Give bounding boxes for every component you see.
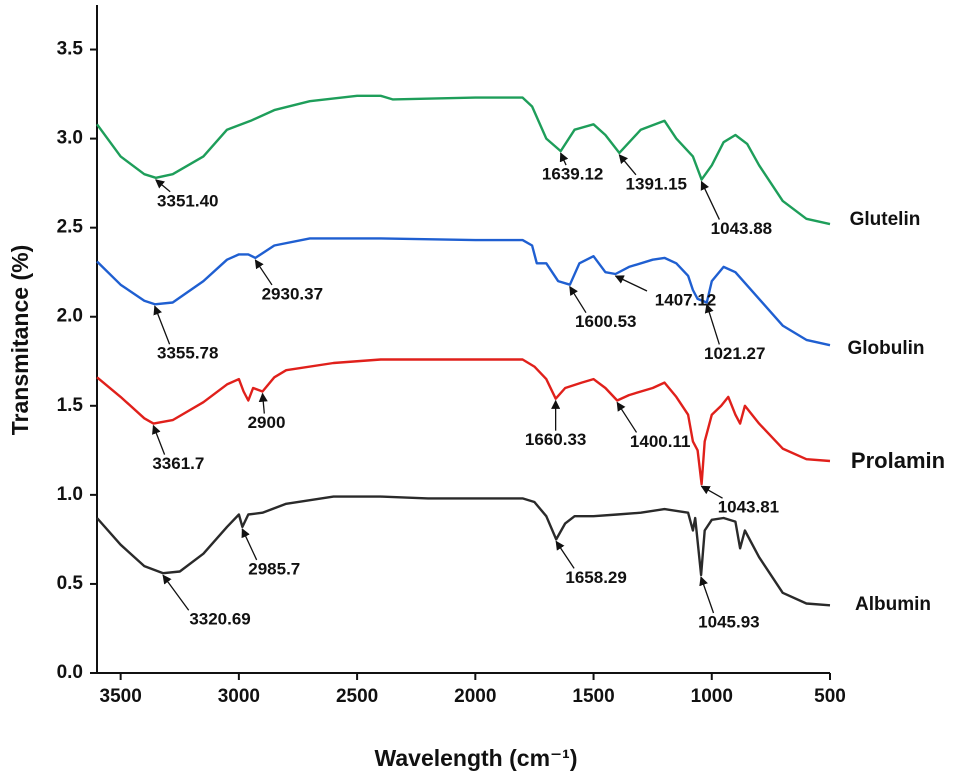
annotation-label: 1391.15 [626, 174, 687, 193]
annotation-label: 2930.37 [262, 284, 323, 303]
x-tick-label: 500 [814, 686, 846, 707]
annotation-label: 2985.7 [248, 559, 300, 578]
series-line [96, 495, 831, 607]
annotation-label: 3351.40 [157, 191, 218, 210]
annotation-arrow [258, 392, 268, 414]
annotation-label: 1639.12 [542, 165, 603, 184]
annotation-label: 1660.33 [525, 430, 586, 449]
annotation-label: 1407.12 [655, 290, 716, 309]
annotation-label: 3361.7 [152, 454, 204, 473]
y-tick-label: 3.0 [57, 128, 83, 149]
annotation-label: 2900 [248, 413, 286, 432]
y-tick-label: 2.5 [57, 217, 84, 238]
series-line [96, 358, 831, 486]
x-tick-label: 3000 [218, 686, 260, 707]
series-label: Albumin [855, 594, 931, 615]
x-tick-label: 1500 [572, 686, 614, 707]
series-line [96, 237, 831, 347]
annotation-arrow [555, 540, 575, 569]
annotation-arrow [155, 179, 171, 193]
annotation-label: 1045.93 [698, 613, 759, 632]
annotation-arrow [153, 305, 171, 345]
y-tick-label: 3.5 [57, 39, 84, 60]
annotation-arrow [618, 154, 637, 176]
annotation-arrow [241, 528, 258, 561]
x-tick-label: 2000 [454, 686, 496, 707]
series-line [96, 94, 831, 226]
x-tick-label: 2500 [336, 686, 378, 707]
annotation-arrow [162, 574, 190, 611]
annotation-arrow [700, 180, 720, 220]
annotation-arrow [616, 401, 638, 433]
annotation-label: 3355.78 [157, 344, 218, 363]
annotation-arrow [254, 259, 273, 286]
annotation-label: 1021.27 [704, 344, 765, 363]
annotation-label: 1400.11 [630, 432, 691, 451]
annotation-arrow [559, 152, 569, 166]
y-tick-label: 1.0 [57, 484, 83, 505]
annotation-label: 3320.69 [189, 610, 250, 629]
annotation-label: 1658.29 [565, 568, 626, 587]
annotation-arrow [699, 576, 715, 614]
annotation-arrow [569, 285, 587, 314]
x-axis-title: Wavelength (cm⁻¹) [375, 745, 578, 771]
series-label: Prolamin [851, 448, 945, 473]
x-tick-label: 3500 [100, 686, 142, 707]
annotation-arrow [152, 424, 166, 455]
y-tick-label: 1.5 [57, 395, 84, 416]
annotation-arrow [700, 485, 723, 499]
annotation-label: 1043.88 [711, 219, 772, 238]
y-axis-title: Transmitance (%) [7, 245, 33, 435]
annotation-label: 1600.53 [575, 312, 636, 331]
x-tick-label: 1000 [691, 686, 733, 707]
annotation-arrow [704, 303, 720, 345]
y-tick-label: 0.5 [57, 573, 84, 594]
annotation-label: 1043.81 [718, 498, 779, 517]
annotation-arrow [614, 275, 648, 292]
series-label: Globulin [847, 338, 924, 359]
y-tick-label: 0.0 [57, 662, 83, 683]
y-tick-label: 2.0 [57, 306, 83, 327]
series-label: Glutelin [850, 209, 921, 230]
